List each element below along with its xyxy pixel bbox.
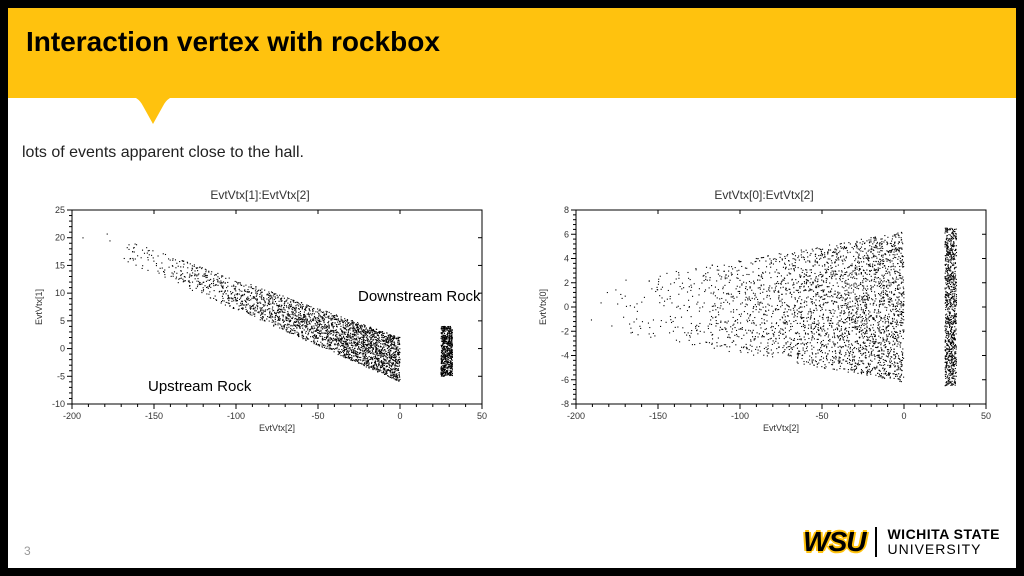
svg-text:2: 2 [564,278,569,288]
logo-mark: WSU [803,526,865,558]
chart-right-wrap: EvtVtx[0]:EvtVtx[2] -200 -150 -100 -50 0 50 -8… [522,188,1006,434]
svg-text:-150: -150 [649,411,667,421]
svg-text:50: 50 [981,411,991,421]
svg-text:-4: -4 [561,351,569,361]
svg-text:EvtVtx[1]: EvtVtx[1] [34,289,44,325]
svg-text:-50: -50 [311,411,324,421]
logo-line1: WICHITA STATE [887,527,1000,542]
svg-text:-200: -200 [567,411,585,421]
svg-text:20: 20 [55,233,65,243]
slide-title: Interaction vertex with rockbox [26,26,998,58]
svg-text:10: 10 [55,288,65,298]
svg-text:-10: -10 [52,399,65,409]
chart-left-wrap: EvtVtx[1]:EvtVtx[2] -200-150-100-50050-1… [18,188,502,434]
slide-frame: Interaction vertex with rockbox lots of … [0,0,1024,576]
svg-text:4: 4 [564,254,569,264]
svg-text:-50: -50 [815,411,828,421]
svg-text:0: 0 [60,344,65,354]
slide-header: Interaction vertex with rockbox [8,8,1016,98]
svg-text:-200: -200 [63,411,81,421]
svg-text:6: 6 [564,229,569,239]
svg-text:50: 50 [477,411,487,421]
svg-text:-2: -2 [561,326,569,336]
svg-text:0: 0 [564,302,569,312]
svg-text:EvtVtx[0]: EvtVtx[0] [538,289,548,325]
svg-text:8: 8 [564,205,569,215]
svg-text:0: 0 [901,411,906,421]
logo-text: WICHITA STATE UNIVERSITY [875,527,1000,558]
svg-text:-6: -6 [561,375,569,385]
chart-right-title: EvtVtx[0]:EvtVtx[2] [714,188,813,202]
svg-text:-100: -100 [227,411,245,421]
annotation-downstream: Downstream Rock [358,288,481,305]
svg-text:-100: -100 [731,411,749,421]
header-notch [128,96,178,126]
logo-line2: UNIVERSITY [887,542,1000,557]
svg-text:15: 15 [55,260,65,270]
svg-text:-150: -150 [145,411,163,421]
university-logo: WSU WICHITA STATE UNIVERSITY [803,526,1000,558]
svg-text:-5: -5 [57,371,65,381]
svg-text:0: 0 [397,411,402,421]
page-number: 3 [24,544,31,558]
slide-subtitle: lots of events apparent close to the hal… [22,144,304,162]
svg-text:EvtVtx[2]: EvtVtx[2] [763,423,799,433]
svg-text:EvtVtx[2]: EvtVtx[2] [259,423,295,433]
chart-left-title: EvtVtx[1]:EvtVtx[2] [210,188,309,202]
annotation-upstream: Upstream Rock [148,378,251,395]
chart-left: -200-150-100-50050-10-50510152025EvtVtx[… [30,204,490,434]
svg-text:25: 25 [55,205,65,215]
svg-text:5: 5 [60,316,65,326]
svg-text:-8: -8 [561,399,569,409]
chart-right: -200 -150 -100 -50 0 50 -8 -6 -4 -2 0 2 4 6 8 EvtVtx[2]… [534,204,994,434]
charts-row: EvtVtx[1]:EvtVtx[2] -200-150-100-50050-1… [18,188,1006,434]
